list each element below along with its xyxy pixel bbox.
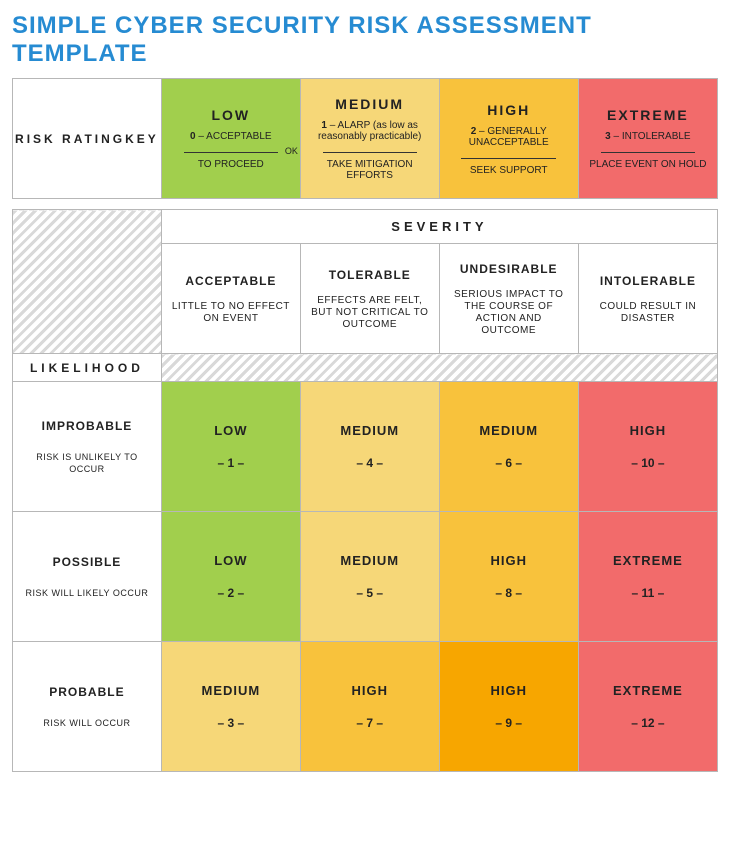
likelihood-desc: RISK WILL LIKELY OCCUR: [26, 588, 149, 598]
key-divider: [323, 152, 417, 153]
matrix-cell: EXTREME – 11 –: [578, 512, 717, 642]
cell-score: – 12 –: [631, 716, 664, 730]
severity-header: SEVERITY: [161, 210, 717, 244]
likelihood-row-probable: PROBABLE RISK WILL OCCUR: [13, 642, 162, 772]
matrix-cell: MEDIUM – 4 –: [300, 382, 439, 512]
matrix-cell: HIGH – 10 –: [578, 382, 717, 512]
severity-desc: SERIOUS IMPACT TO THE COURSE OF ACTION A…: [454, 289, 563, 336]
matrix-cell: HIGH – 9 –: [439, 642, 578, 772]
cell-score: – 8 –: [495, 586, 522, 600]
key-level-name: MEDIUM: [311, 96, 429, 120]
risk-matrix-table: SEVERITY ACCEPTABLE LITTLE TO NO EFFECT …: [12, 209, 718, 772]
cell-rating: MEDIUM: [440, 423, 578, 438]
likelihood-name: IMPROBABLE: [19, 419, 155, 433]
severity-name: INTOLERABLE: [587, 274, 709, 288]
matrix-cell: MEDIUM – 3 –: [161, 642, 300, 772]
matrix-cell: MEDIUM – 6 –: [439, 382, 578, 512]
severity-name: TOLERABLE: [309, 268, 431, 282]
cell-rating: HIGH: [579, 423, 717, 438]
key-level-extreme: EXTREME 3 – INTOLERABLE PLACE EVENT ON H…: [578, 79, 717, 199]
matrix-cell: HIGH – 7 –: [300, 642, 439, 772]
cell-rating: LOW: [162, 423, 300, 438]
likelihood-desc: RISK IS UNLIKELY TO OCCUR: [36, 452, 137, 474]
key-level-high: HIGH 2 – GENERALLY UNACCEPTABLE SEEK SUP…: [439, 79, 578, 199]
hatched-row: [161, 354, 717, 382]
matrix-cell: LOW – 2 –: [161, 512, 300, 642]
key-label: RISK RATINGKEY: [13, 79, 162, 199]
key-level-action: TO PROCEED: [172, 159, 290, 170]
cell-score: – 4 –: [356, 456, 383, 470]
cell-rating: HIGH: [301, 683, 439, 698]
severity-col-undesirable: UNDESIRABLE SERIOUS IMPACT TO THE COURSE…: [439, 244, 578, 354]
cell-score: – 2 –: [218, 586, 245, 600]
severity-col-acceptable: ACCEPTABLE LITTLE TO NO EFFECT ON EVENT: [161, 244, 300, 354]
severity-desc: LITTLE TO NO EFFECT ON EVENT: [172, 301, 290, 324]
cell-score: – 5 –: [356, 586, 383, 600]
hatched-corner: [13, 210, 162, 354]
cell-score: – 9 –: [495, 716, 522, 730]
cell-score: – 11 –: [632, 586, 665, 600]
key-level-medium: MEDIUM 1 – ALARP (as low as reasonably p…: [300, 79, 439, 199]
key-level-code: 1 – ALARP (as low as reasonably practica…: [311, 120, 429, 148]
cell-rating: MEDIUM: [301, 553, 439, 568]
key-level-name: EXTREME: [589, 107, 707, 131]
severity-name: UNDESIRABLE: [448, 262, 570, 276]
ok-tag: OK: [285, 146, 298, 156]
matrix-cell: MEDIUM – 5 –: [300, 512, 439, 642]
likelihood-header: LIKELIHOOD: [13, 354, 162, 382]
cell-rating: MEDIUM: [301, 423, 439, 438]
key-level-name: LOW: [172, 107, 290, 131]
cell-score: – 10 –: [631, 456, 664, 470]
key-level-code: 3 – INTOLERABLE: [589, 131, 707, 148]
key-divider: OK: [184, 152, 278, 153]
likelihood-desc: RISK WILL OCCUR: [43, 718, 130, 728]
key-level-action: PLACE EVENT ON HOLD: [589, 159, 707, 170]
severity-name: ACCEPTABLE: [170, 274, 292, 288]
severity-col-intolerable: INTOLERABLE COULD RESULT IN DISASTER: [578, 244, 717, 354]
cell-rating: HIGH: [440, 553, 578, 568]
key-divider: [461, 158, 556, 159]
matrix-cell: LOW – 1 –: [161, 382, 300, 512]
key-level-code: 2 – GENERALLY UNACCEPTABLE: [450, 126, 568, 154]
risk-rating-key-table: RISK RATINGKEY LOW 0 – ACCEPTABLE OK TO …: [12, 78, 718, 199]
cell-score: – 3 –: [218, 716, 245, 730]
key-level-name: HIGH: [450, 102, 568, 126]
matrix-cell: EXTREME – 12 –: [578, 642, 717, 772]
severity-desc: COULD RESULT IN DISASTER: [600, 301, 697, 324]
cell-score: – 1 –: [218, 456, 245, 470]
matrix-cell: HIGH – 8 –: [439, 512, 578, 642]
cell-rating: EXTREME: [579, 553, 717, 568]
cell-score: – 6 –: [495, 456, 522, 470]
cell-rating: HIGH: [440, 683, 578, 698]
key-divider: [601, 152, 696, 153]
key-level-low: LOW 0 – ACCEPTABLE OK TO PROCEED: [161, 79, 300, 199]
severity-col-tolerable: TOLERABLE EFFECTS ARE FELT, BUT NOT CRIT…: [300, 244, 439, 354]
cell-rating: LOW: [162, 553, 300, 568]
likelihood-name: POSSIBLE: [19, 555, 155, 569]
key-level-action: SEEK SUPPORT: [450, 165, 568, 176]
cell-rating: EXTREME: [579, 683, 717, 698]
likelihood-row-possible: POSSIBLE RISK WILL LIKELY OCCUR: [13, 512, 162, 642]
key-level-action: TAKE MITIGATION EFFORTS: [311, 159, 429, 181]
cell-rating: MEDIUM: [162, 683, 300, 698]
cell-score: – 7 –: [356, 716, 383, 730]
severity-desc: EFFECTS ARE FELT, BUT NOT CRITICAL TO OU…: [311, 295, 428, 330]
likelihood-row-improbable: IMPROBABLE RISK IS UNLIKELY TO OCCUR: [13, 382, 162, 512]
likelihood-name: PROBABLE: [19, 685, 155, 699]
key-level-code: 0 – ACCEPTABLE: [172, 131, 290, 148]
page-title: SIMPLE CYBER SECURITY RISK ASSESSMENT TE…: [12, 12, 718, 68]
